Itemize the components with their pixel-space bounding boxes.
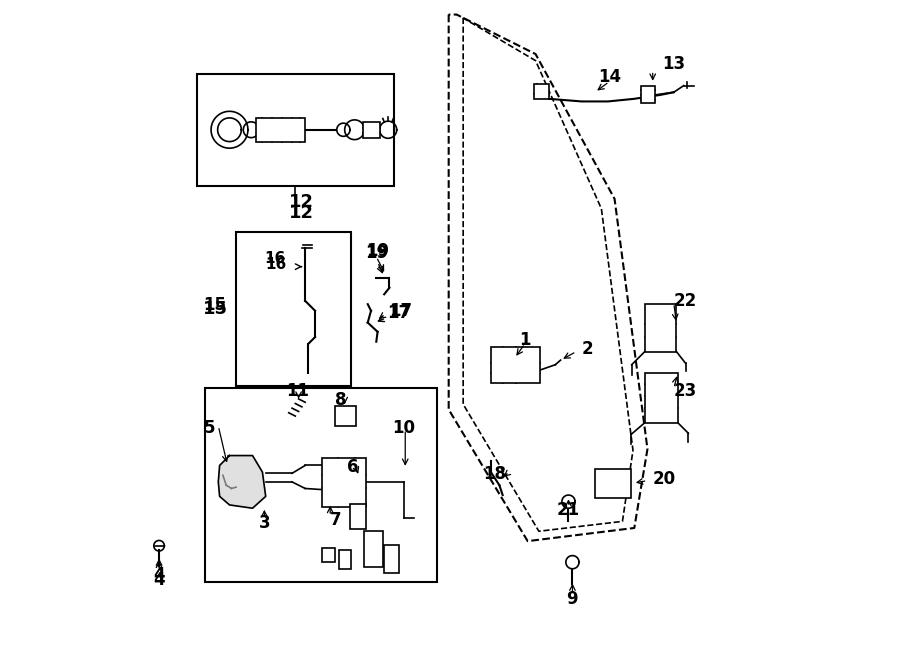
Text: 6: 6 bbox=[346, 459, 358, 477]
Text: 3: 3 bbox=[258, 514, 270, 531]
Text: 20: 20 bbox=[652, 469, 676, 488]
Text: 14: 14 bbox=[598, 68, 621, 86]
Text: 22: 22 bbox=[674, 292, 697, 310]
Bar bbox=[350, 504, 366, 529]
Text: 23: 23 bbox=[674, 382, 697, 400]
Text: 16: 16 bbox=[266, 257, 287, 272]
Bar bbox=[321, 457, 366, 507]
Bar bbox=[339, 551, 351, 568]
Text: 10: 10 bbox=[392, 419, 416, 437]
Bar bbox=[364, 531, 382, 567]
Bar bbox=[641, 87, 655, 103]
Bar bbox=[205, 388, 436, 582]
Bar bbox=[644, 304, 677, 352]
Bar bbox=[335, 407, 356, 426]
Text: 18: 18 bbox=[483, 465, 506, 483]
Text: 4: 4 bbox=[153, 570, 165, 589]
Text: 12: 12 bbox=[290, 193, 314, 211]
Text: 15: 15 bbox=[203, 301, 229, 319]
Text: 8: 8 bbox=[335, 391, 346, 408]
Text: 2: 2 bbox=[581, 340, 593, 358]
Text: 19: 19 bbox=[364, 244, 388, 262]
Text: 4: 4 bbox=[153, 566, 165, 584]
Polygon shape bbox=[219, 455, 266, 508]
Bar bbox=[491, 347, 540, 383]
Text: 9: 9 bbox=[567, 590, 578, 608]
Bar bbox=[644, 373, 678, 422]
Bar bbox=[256, 118, 305, 141]
Bar bbox=[236, 232, 351, 387]
Text: 7: 7 bbox=[330, 511, 342, 529]
Text: 16: 16 bbox=[265, 251, 285, 266]
Bar bbox=[363, 122, 380, 137]
Text: 13: 13 bbox=[662, 55, 686, 73]
Text: 17: 17 bbox=[388, 303, 410, 322]
Bar bbox=[384, 545, 399, 572]
Bar bbox=[196, 74, 394, 186]
Text: 15: 15 bbox=[203, 297, 226, 315]
Text: 19: 19 bbox=[366, 242, 389, 260]
Text: 12: 12 bbox=[290, 204, 314, 222]
Bar bbox=[595, 469, 631, 498]
Bar bbox=[321, 548, 335, 563]
Text: 1: 1 bbox=[519, 331, 531, 350]
Text: 5: 5 bbox=[203, 419, 215, 437]
Bar bbox=[535, 85, 549, 98]
Text: 21: 21 bbox=[557, 500, 580, 518]
Text: 11: 11 bbox=[286, 382, 309, 400]
Text: 17: 17 bbox=[390, 302, 412, 320]
